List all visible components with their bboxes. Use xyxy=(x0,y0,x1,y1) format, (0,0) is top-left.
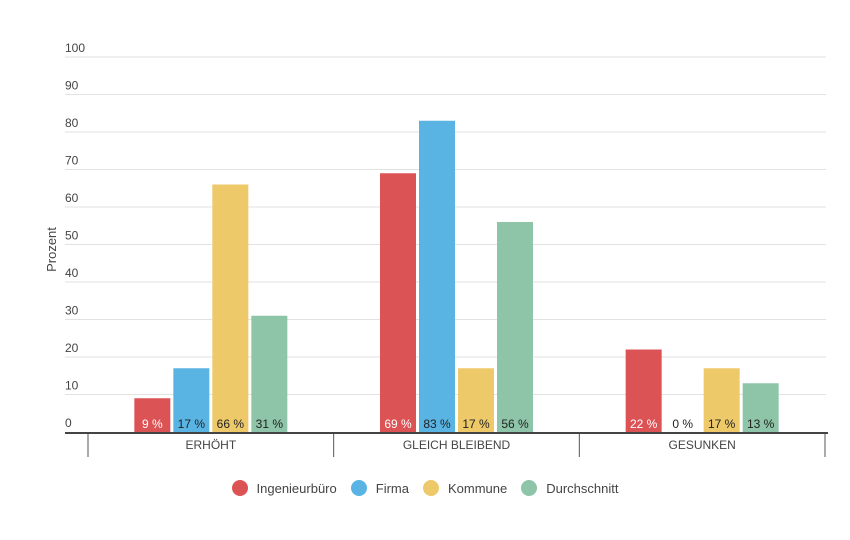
data-label: 17 % xyxy=(708,417,736,431)
data-label: 17 % xyxy=(462,417,490,431)
x-tick-label: GESUNKEN xyxy=(668,438,735,452)
y-tick-label: 0 xyxy=(65,416,72,430)
y-tick-label: 60 xyxy=(65,191,79,205)
y-tick-label: 70 xyxy=(65,154,79,168)
data-label: 69 % xyxy=(384,417,412,431)
y-tick-label: 80 xyxy=(65,116,79,130)
legend-dot-icon xyxy=(422,480,439,496)
bar[interactable] xyxy=(497,222,533,432)
data-label: 13 % xyxy=(747,417,775,431)
data-label: 83 % xyxy=(423,417,451,431)
data-label: 17 % xyxy=(178,417,206,431)
legend-dot-icon xyxy=(350,480,367,496)
data-label: 9 % xyxy=(142,417,163,431)
legend-item[interactable]: Durchschnitt xyxy=(521,480,618,496)
bar[interactable] xyxy=(458,368,494,432)
bar[interactable] xyxy=(251,315,288,432)
data-label: 56 % xyxy=(501,417,529,431)
bar[interactable] xyxy=(380,173,416,432)
legend-item[interactable]: Ingenieurbüro xyxy=(231,480,337,496)
data-label: 0 % xyxy=(672,417,693,431)
y-axis-label: Prozent xyxy=(44,227,59,272)
y-tick-label: 50 xyxy=(65,229,79,243)
legend: Ingenieurbüro Firma Kommune Durchschnitt xyxy=(0,480,850,496)
data-label: 31 % xyxy=(256,417,284,431)
bar[interactable] xyxy=(625,349,662,433)
bar[interactable] xyxy=(742,383,779,432)
legend-label: Ingenieurbüro xyxy=(256,480,337,496)
legend-dot-icon xyxy=(231,480,248,496)
legend-label: Durchschnitt xyxy=(546,480,619,496)
y-tick-label: 20 xyxy=(65,341,79,355)
legend-dot-icon xyxy=(521,480,538,496)
legend-item[interactable]: Firma xyxy=(350,480,409,496)
y-tick-label: 90 xyxy=(65,79,79,93)
bar[interactable] xyxy=(173,368,210,432)
legend-label: Kommune xyxy=(447,480,508,496)
y-tick-label: 10 xyxy=(65,379,79,393)
y-tick-label: 30 xyxy=(65,304,79,318)
bar[interactable] xyxy=(134,398,171,432)
bar[interactable] xyxy=(419,120,455,432)
y-tick-label: 100 xyxy=(65,41,85,55)
data-label: 22 % xyxy=(630,417,658,431)
x-tick-label: ERHÖHT xyxy=(185,438,236,452)
legend-item[interactable]: Kommune xyxy=(422,480,508,496)
bar[interactable] xyxy=(212,184,249,433)
data-label: 66 % xyxy=(217,417,245,431)
legend-label: Firma xyxy=(375,480,409,496)
y-tick-label: 40 xyxy=(65,266,79,280)
bar[interactable] xyxy=(703,368,740,432)
x-tick-label: GLEICH BLEIBEND xyxy=(403,438,511,452)
